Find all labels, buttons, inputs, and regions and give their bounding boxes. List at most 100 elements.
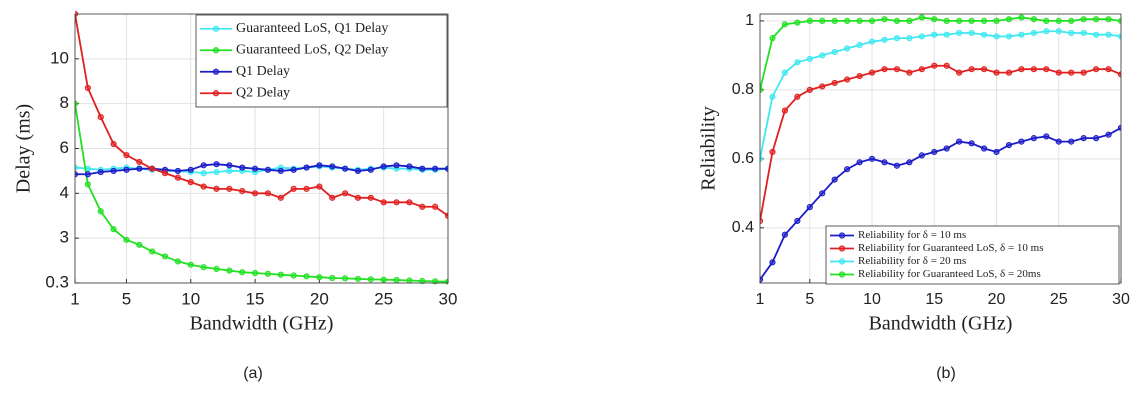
data-point [251, 190, 259, 197]
data-point [290, 272, 297, 279]
legend-marker [838, 258, 846, 265]
data-point [316, 183, 323, 190]
data-point [831, 17, 838, 24]
data-point [856, 41, 863, 49]
y-axis-label: Delay (ms) [13, 104, 35, 193]
data-point [1080, 29, 1087, 37]
x-tick-label: 20 [310, 289, 329, 308]
data-point [1055, 69, 1062, 76]
data-point [1030, 29, 1037, 37]
data-point [1105, 131, 1112, 138]
caption: (b) [936, 365, 956, 382]
data-point [251, 269, 259, 277]
data-point [906, 159, 913, 166]
data-point [432, 165, 439, 172]
caption: (a) [243, 365, 263, 382]
data-point [931, 16, 938, 23]
data-point [868, 155, 876, 162]
data-point [831, 79, 838, 87]
data-point [781, 69, 788, 76]
data-point [187, 179, 194, 186]
data-point [794, 217, 801, 225]
x-tick-label: 30 [439, 289, 458, 308]
data-point [868, 69, 876, 76]
legend-marker [212, 47, 220, 54]
data-point [906, 69, 913, 76]
data-point [1018, 31, 1025, 38]
data-point [806, 17, 813, 24]
legend-label: Reliability for Guaranteed LoS, δ = 20ms [858, 268, 1041, 280]
data-point [1018, 66, 1025, 73]
data-point [769, 259, 776, 266]
data-point [1093, 135, 1100, 142]
y-tick-label: 10 [50, 48, 69, 67]
data-point [342, 165, 349, 172]
data-point [856, 159, 863, 166]
data-point [354, 194, 362, 201]
data-point [1117, 33, 1121, 40]
data-point [769, 148, 776, 156]
data-point [226, 267, 233, 274]
data-point [367, 276, 374, 283]
data-point [393, 276, 400, 284]
legend-label: Q1 Delay [236, 64, 290, 79]
x-tick-label: 25 [374, 289, 393, 308]
data-point [943, 17, 950, 24]
data-point [943, 62, 950, 69]
data-point [110, 226, 117, 233]
data-point [84, 171, 91, 178]
x-tick-label: 20 [988, 291, 1006, 308]
data-point [161, 170, 169, 177]
data-point [226, 162, 233, 169]
data-point [174, 258, 181, 265]
data-point [1093, 66, 1100, 73]
data-point [956, 29, 963, 37]
y-tick-label: 1 [745, 12, 754, 29]
data-point [97, 208, 104, 215]
data-point [1018, 14, 1025, 21]
data-point [819, 17, 826, 24]
data-point [303, 164, 310, 171]
data-point [844, 166, 851, 173]
data-point [931, 148, 938, 156]
legend-box [825, 225, 1120, 285]
data-point [1080, 16, 1087, 23]
legend-box [195, 14, 448, 108]
data-point [819, 52, 826, 59]
data-point [277, 271, 284, 278]
plot-frame [74, 13, 449, 284]
y-tick-label: 8 [60, 93, 69, 112]
data-point [1043, 28, 1050, 35]
data-point [174, 174, 181, 181]
data-point [1005, 16, 1013, 23]
x-tick-label: 25 [1050, 291, 1068, 308]
data-point [239, 187, 246, 195]
data-point [918, 66, 925, 73]
data-point [226, 167, 233, 175]
data-point [393, 199, 400, 206]
data-point [893, 17, 901, 24]
data-point [956, 17, 963, 24]
data-point [329, 194, 336, 201]
data-point [968, 140, 975, 147]
data-point [406, 163, 413, 170]
data-point [881, 36, 888, 43]
data-point [918, 152, 925, 159]
data-point [931, 62, 938, 69]
y-tick-label: 0.3 [45, 272, 69, 291]
legend-label: Reliability for δ = 10 ms [858, 229, 966, 241]
data-point [123, 236, 130, 243]
data-point [781, 21, 788, 28]
data-point [1105, 31, 1112, 38]
data-point [893, 162, 901, 169]
data-point [806, 55, 813, 62]
data-point [819, 83, 826, 90]
data-point [918, 33, 925, 40]
data-point [893, 35, 901, 42]
data-point [1055, 28, 1062, 35]
legend-marker [212, 90, 220, 97]
data-point [406, 277, 413, 284]
data-point [149, 165, 156, 172]
data-point [1005, 33, 1013, 40]
